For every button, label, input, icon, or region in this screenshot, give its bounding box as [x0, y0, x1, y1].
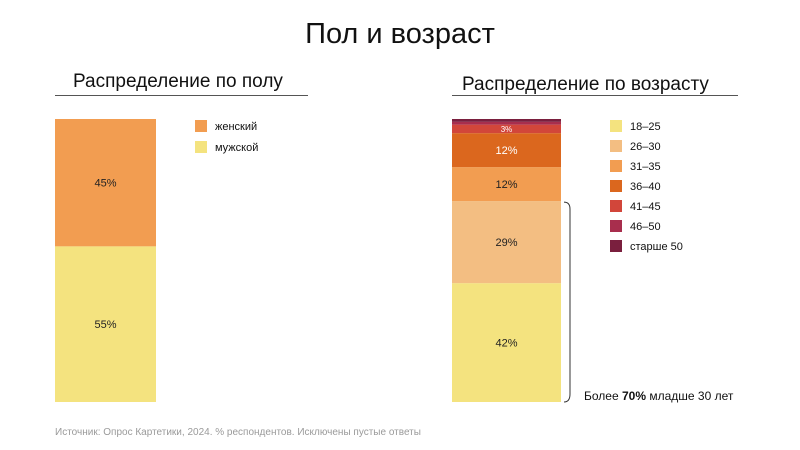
age-bar-segment-18-25	[452, 283, 561, 402]
gender-legend-swatch-женский	[195, 120, 207, 132]
age-bar-segment-41-45	[452, 124, 561, 134]
age-title-rule	[452, 95, 738, 96]
gender-data-label-женский: 45%	[94, 178, 116, 190]
under-30-annotation: Более 70% младше 30 лет	[584, 389, 734, 403]
gender-panel-title: Распределение по полу	[73, 71, 283, 92]
gender-legend-swatch-мужской	[195, 141, 207, 153]
age-panel-title: Распределение по возрасту	[462, 74, 709, 95]
age-legend-swatch-46-50	[610, 220, 622, 232]
age-data-label-36-40: 12%	[495, 145, 517, 157]
age-bar-segment-46-50	[452, 121, 561, 125]
age-legend-swatch-36-40	[610, 180, 622, 192]
age-legend-swatch-31-35	[610, 160, 622, 172]
age-bar-segment-31-35	[452, 167, 561, 202]
age-legend-label-старше-50: старше 50	[630, 241, 683, 253]
age-legend-swatch-старше-50	[610, 240, 622, 252]
age-legend-swatch-18-25	[610, 120, 622, 132]
gender-bar-segment-женский	[55, 119, 156, 247]
age-stacked-bar: 42% 29% 12% 12% 3%	[452, 119, 561, 402]
annotation-prefix: Более	[584, 389, 622, 403]
age-data-label-41-45: 3%	[501, 125, 513, 134]
page-title: Пол и возраст	[305, 18, 495, 50]
age-legend-swatch-41-45	[610, 200, 622, 212]
age-data-label-18-25: 42%	[495, 338, 517, 350]
gender-legend-label-мужской: мужской	[215, 142, 258, 154]
annotation-bold: 70%	[622, 389, 646, 403]
gender-stacked-bar: 55% 45%	[55, 119, 156, 402]
age-legend-label-46-50: 46–50	[630, 221, 661, 233]
gender-legend-label-женский: женский	[215, 121, 257, 133]
age-bar-segment-26-30	[452, 201, 561, 284]
age-legend-label-26-30: 26–30	[630, 141, 661, 153]
gender-bar-segment-мужской	[55, 246, 156, 402]
annotation-suffix: младше 30 лет	[646, 389, 734, 403]
age-legend-label-18-25: 18–25	[630, 121, 661, 133]
age-legend-label-31-35: 31–35	[630, 161, 661, 173]
age-bar-segment-старше-50	[452, 119, 561, 122]
gender-title-rule	[55, 95, 308, 96]
age-legend: 18–25 26–30 31–35 36–40 41–45 46–50 старше 50	[610, 120, 683, 253]
source-footnote: Источник: Опрос Картетики, 2024. % респо…	[55, 427, 421, 438]
under-30-bracket	[563, 201, 571, 403]
gender-legend: женский мужской	[195, 120, 258, 154]
age-data-label-26-30: 29%	[495, 237, 517, 249]
gender-data-label-мужской: 55%	[94, 319, 116, 331]
age-legend-label-36-40: 36–40	[630, 181, 661, 193]
age-legend-swatch-26-30	[610, 140, 622, 152]
age-legend-label-41-45: 41–45	[630, 201, 661, 213]
age-bar-segment-36-40	[452, 133, 561, 168]
age-data-label-31-35: 12%	[495, 179, 517, 191]
